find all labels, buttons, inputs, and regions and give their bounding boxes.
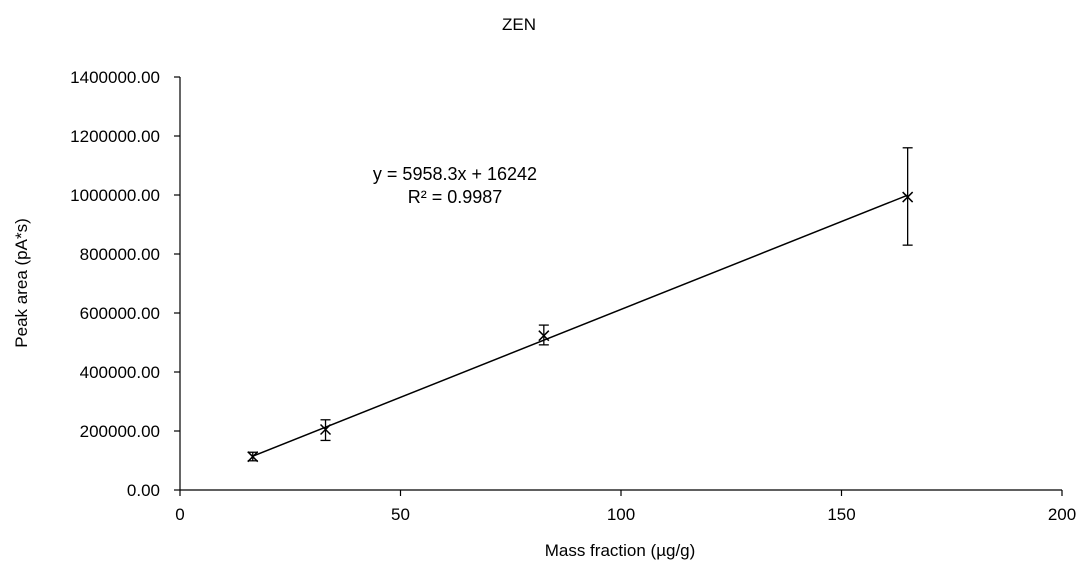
x-axis-title: Mass fraction (µg/g) bbox=[545, 541, 696, 560]
y-tick-label: 800000.00 bbox=[80, 245, 160, 264]
chart-title: ZEN bbox=[502, 15, 536, 34]
x-tick-label: 100 bbox=[607, 505, 635, 524]
y-tick-label: 600000.00 bbox=[80, 304, 160, 323]
y-tick-label: 0.00 bbox=[127, 481, 160, 500]
r-squared-label: R² = 0.9987 bbox=[408, 187, 503, 207]
data-point bbox=[247, 451, 259, 463]
y-axis-title: Peak area (pA*s) bbox=[12, 218, 31, 347]
data-points bbox=[247, 147, 914, 463]
y-tick-label: 200000.00 bbox=[80, 422, 160, 441]
equation-label: y = 5958.3x + 16242 bbox=[373, 164, 537, 184]
x-axis: 0 50 100 150 200 bbox=[175, 490, 1076, 524]
x-tick-label: 200 bbox=[1048, 505, 1076, 524]
x-tick-label: 0 bbox=[175, 505, 184, 524]
x-tick-label: 50 bbox=[391, 505, 410, 524]
y-axis: 0.00 200000.00 400000.00 600000.00 800000.00… bbox=[70, 68, 180, 500]
trendline bbox=[252, 194, 908, 457]
y-tick-label: 1000000.00 bbox=[70, 186, 160, 205]
data-point bbox=[902, 191, 914, 203]
trendline-group bbox=[252, 194, 908, 457]
y-tick-label: 1200000.00 bbox=[70, 127, 160, 146]
y-tick-label: 400000.00 bbox=[80, 363, 160, 382]
y-tick-label: 1400000.00 bbox=[70, 68, 160, 87]
data-point bbox=[538, 330, 550, 342]
x-tick-label: 150 bbox=[827, 505, 855, 524]
data-point bbox=[319, 423, 332, 436]
